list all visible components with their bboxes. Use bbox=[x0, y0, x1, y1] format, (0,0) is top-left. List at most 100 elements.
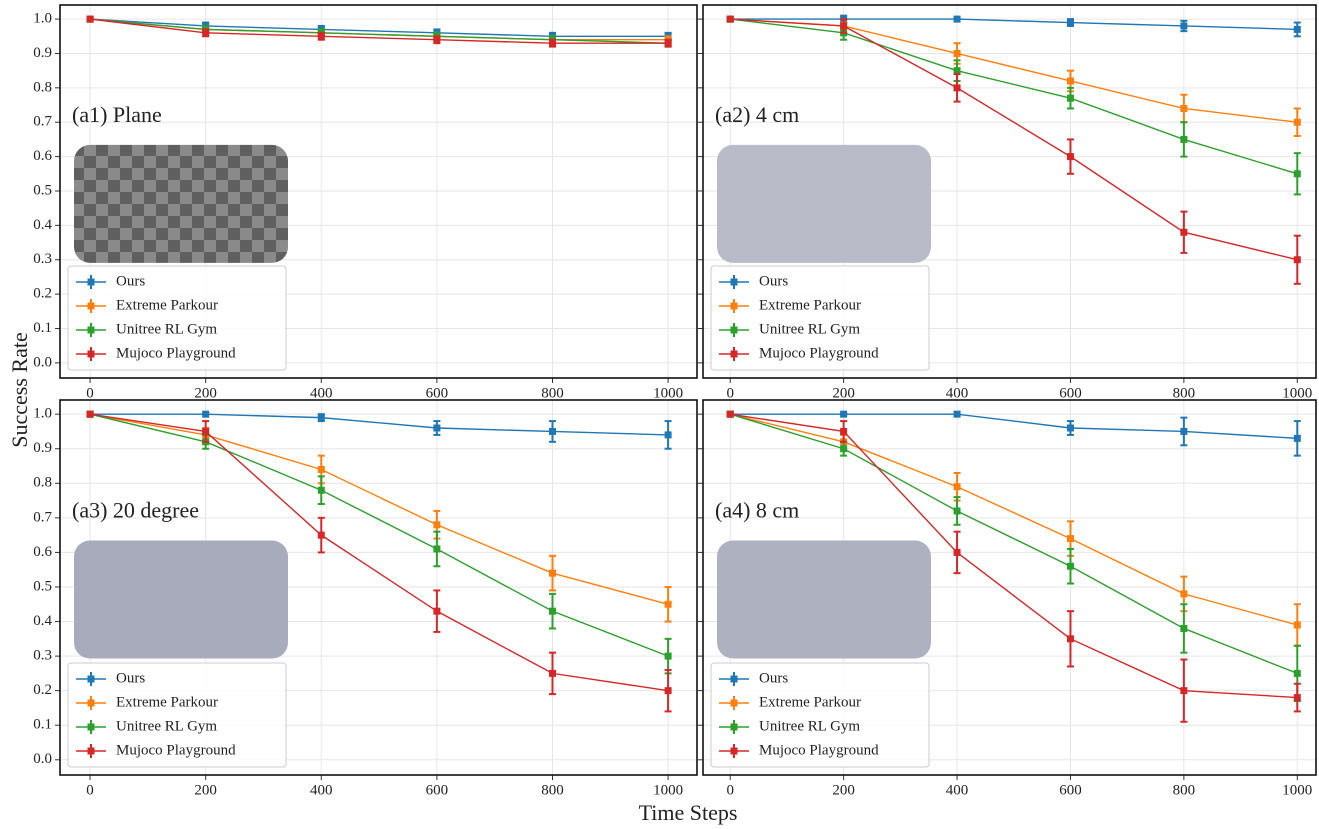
x-tick-label: 200 bbox=[832, 782, 855, 798]
x-tick-label: 200 bbox=[194, 782, 217, 798]
marker bbox=[433, 545, 440, 552]
marker bbox=[549, 40, 556, 47]
marker bbox=[1180, 105, 1187, 112]
marker bbox=[549, 608, 556, 615]
y-axis-label: Success Rate bbox=[7, 332, 32, 447]
marker bbox=[1180, 687, 1187, 694]
series-line bbox=[730, 19, 1297, 122]
y-tick-label: 0.6 bbox=[33, 544, 52, 560]
legend-label: Unitree RL Gym bbox=[116, 321, 217, 337]
x-tick-label: 0 bbox=[726, 782, 734, 798]
marker bbox=[433, 36, 440, 43]
figure: Time Steps Success Rate 0.0 0.1 0.2 0.3 0.4 0… bbox=[0, 0, 1319, 829]
marker bbox=[1294, 670, 1301, 677]
y-tick-label: 0.5 bbox=[33, 578, 52, 594]
x-tick-label: 400 bbox=[310, 385, 333, 401]
y-tick-label: 0.7 bbox=[33, 114, 52, 130]
marker bbox=[549, 670, 556, 677]
marker bbox=[954, 84, 961, 91]
marker bbox=[727, 411, 734, 418]
marker bbox=[1180, 625, 1187, 632]
subplot-title: (a3) 20 degree bbox=[72, 498, 199, 523]
x-tick-label: 600 bbox=[426, 385, 449, 401]
y-tick-label: 0.9 bbox=[33, 440, 52, 456]
marker bbox=[549, 428, 556, 435]
y-tick-label: 0.5 bbox=[33, 182, 52, 198]
marker bbox=[1067, 563, 1074, 570]
marker bbox=[202, 428, 209, 435]
legend-label: Ours bbox=[759, 670, 788, 686]
x-tick-label: 1000 bbox=[653, 782, 683, 798]
marker bbox=[549, 570, 556, 577]
marker bbox=[318, 33, 325, 40]
marker bbox=[954, 411, 961, 418]
legend-marker bbox=[731, 676, 738, 683]
legend-label: Unitree RL Gym bbox=[759, 321, 860, 337]
marker bbox=[1067, 19, 1074, 26]
x-tick-label: 800 bbox=[541, 782, 564, 798]
marker bbox=[840, 22, 847, 29]
marker bbox=[1067, 153, 1074, 160]
marker bbox=[954, 549, 961, 556]
marker bbox=[665, 653, 672, 660]
y-tick-label: 0.3 bbox=[33, 251, 52, 267]
marker bbox=[665, 601, 672, 608]
y-tick-label: 0.1 bbox=[33, 717, 52, 733]
x-tick-label: 200 bbox=[194, 385, 217, 401]
marker bbox=[318, 414, 325, 421]
marker bbox=[433, 521, 440, 528]
x-tick-label: 800 bbox=[1173, 782, 1196, 798]
marker bbox=[1067, 95, 1074, 102]
x-axis-label: Time Steps bbox=[639, 800, 738, 825]
subplot: 02004006008001000(a4) 8 cmOursExtreme Pa… bbox=[698, 400, 1316, 798]
x-tick-label: 400 bbox=[946, 782, 969, 798]
legend-marker bbox=[88, 327, 95, 334]
marker bbox=[87, 16, 94, 23]
legend-marker bbox=[88, 724, 95, 731]
marker bbox=[1180, 428, 1187, 435]
y-tick-label: 0.2 bbox=[33, 682, 52, 698]
legend-label: Mujoco Playground bbox=[116, 742, 236, 758]
y-tick-label: 0.1 bbox=[33, 320, 52, 336]
marker bbox=[954, 507, 961, 514]
series-line bbox=[90, 19, 668, 36]
x-tick-label: 600 bbox=[1059, 782, 1082, 798]
legend-label: Mujoco Playground bbox=[759, 742, 879, 758]
marker bbox=[1180, 229, 1187, 236]
legend-marker bbox=[88, 351, 95, 358]
legend-label: Mujoco Playground bbox=[116, 345, 236, 361]
y-tick-label: 0.0 bbox=[33, 354, 52, 370]
y-tick-label: 0.6 bbox=[33, 148, 52, 164]
legend-marker bbox=[88, 700, 95, 707]
legend-marker bbox=[731, 327, 738, 334]
marker bbox=[318, 466, 325, 473]
marker bbox=[318, 532, 325, 539]
marker bbox=[87, 411, 94, 418]
marker bbox=[1180, 136, 1187, 143]
legend-label: Extreme Parkour bbox=[759, 297, 861, 313]
subplot-title: (a1) Plane bbox=[72, 102, 162, 127]
x-tick-label: 200 bbox=[832, 385, 855, 401]
marker bbox=[840, 428, 847, 435]
x-tick-label: 1000 bbox=[1282, 385, 1312, 401]
marker bbox=[954, 483, 961, 490]
x-tick-label: 1000 bbox=[1282, 782, 1312, 798]
x-tick-label: 0 bbox=[86, 782, 94, 798]
x-tick-label: 600 bbox=[1059, 385, 1082, 401]
marker bbox=[433, 424, 440, 431]
marker bbox=[1294, 119, 1301, 126]
x-tick-label: 1000 bbox=[653, 385, 683, 401]
inset-image bbox=[717, 541, 931, 659]
marker bbox=[318, 487, 325, 494]
marker bbox=[433, 608, 440, 615]
legend-marker bbox=[731, 724, 738, 731]
y-tick-label: 0.4 bbox=[33, 613, 52, 629]
y-tick-label: 0.9 bbox=[33, 45, 52, 61]
legend-label: Ours bbox=[116, 273, 145, 289]
legend-label: Mujoco Playground bbox=[759, 345, 879, 361]
marker bbox=[1067, 535, 1074, 542]
legend-label: Ours bbox=[759, 273, 788, 289]
y-tick-label: 0.4 bbox=[33, 217, 52, 233]
marker bbox=[1294, 256, 1301, 263]
